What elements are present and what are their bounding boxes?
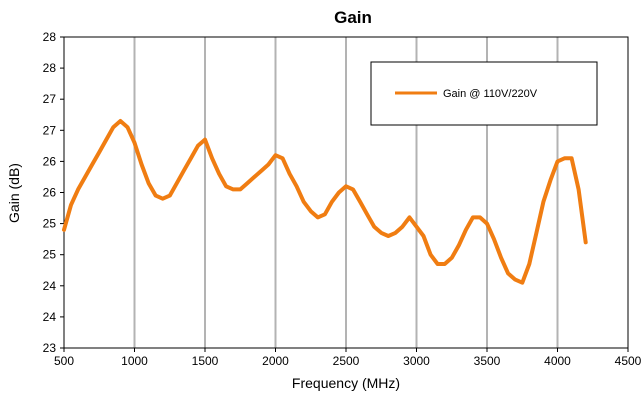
x-tick-label: 1500 — [192, 354, 219, 368]
y-tick-labels: 23 24 24 25 25 26 26 27 27 28 28 — [43, 30, 57, 355]
y-axis-label: Gain (dB) — [6, 163, 22, 223]
x-tick-label: 4000 — [544, 354, 571, 368]
y-tick-label: 28 — [43, 61, 57, 75]
y-tick-label: 24 — [43, 310, 57, 324]
x-tick-label: 2000 — [262, 354, 289, 368]
y-tick-label: 24 — [43, 279, 57, 293]
x-tick-label: 1000 — [121, 354, 148, 368]
y-tick-label: 27 — [43, 123, 57, 137]
series-line-0 — [62, 119, 588, 285]
legend-entry-gain: Gain @ 110V/220V — [443, 88, 538, 100]
y-tick-label: 27 — [43, 92, 57, 106]
legend: Gain @ 110V/220V — [370, 61, 598, 126]
x-tick-label: 3500 — [474, 354, 501, 368]
x-tick-label: 2500 — [333, 354, 360, 368]
x-axis-label: Frequency (MHz) — [292, 375, 400, 391]
x-tick-label: 500 — [54, 354, 74, 368]
x-tick-label: 4500 — [615, 354, 642, 368]
y-tick-label: 26 — [43, 154, 57, 168]
y-tick-label: 25 — [43, 248, 57, 262]
y-tick-label: 23 — [43, 341, 57, 355]
axis-ticks — [60, 36, 629, 352]
chart-title: Gain — [334, 8, 372, 27]
y-tick-label: 28 — [43, 30, 57, 44]
x-tick-labels: 500 1000 1500 2000 2500 3000 3500 4000 4500 — [54, 354, 642, 368]
y-tick-label: 25 — [43, 217, 57, 231]
series-gain — [62, 119, 588, 285]
x-tick-label: 3000 — [403, 354, 430, 368]
y-tick-label: 26 — [43, 186, 57, 200]
